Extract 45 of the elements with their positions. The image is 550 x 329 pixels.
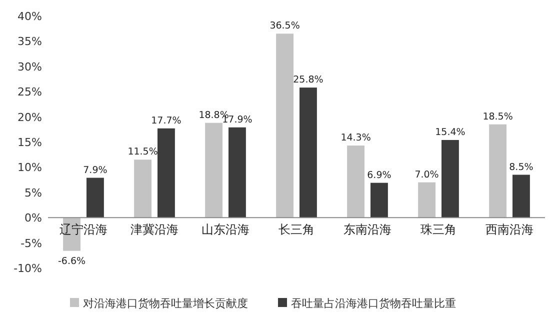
y-tick-label: 35%	[18, 35, 42, 48]
bar	[158, 128, 175, 218]
bar	[276, 34, 294, 218]
bar	[228, 127, 246, 218]
x-tick-label: 辽宁沿海	[60, 222, 108, 237]
data-label: 18.5%	[482, 111, 513, 122]
y-tick-label: 15%	[18, 136, 42, 149]
y-tick-label: 0%	[24, 212, 42, 225]
data-label: 14.3%	[340, 132, 371, 144]
bar	[512, 174, 530, 218]
x-tick-label: 东南沿海	[344, 222, 392, 237]
data-label: 17.7%	[151, 115, 182, 126]
data-label: 7.9%	[83, 164, 108, 176]
bar	[418, 182, 436, 218]
y-tick-label: -10%	[14, 262, 42, 275]
bar	[442, 140, 459, 218]
data-label: 8.5%	[509, 162, 534, 173]
y-tick-label: 25%	[18, 86, 42, 99]
data-label: 15.4%	[435, 126, 466, 138]
bar	[370, 182, 388, 218]
data-label: 36.5%	[270, 20, 300, 32]
bar	[489, 124, 506, 218]
y-tick-label: -5%	[20, 236, 42, 250]
bar	[134, 160, 152, 218]
y-tick-label: 10%	[18, 161, 42, 174]
data-label: -6.6%	[58, 256, 86, 267]
y-tick-label: 5%	[24, 186, 42, 200]
bar	[205, 122, 222, 218]
x-tick-label: 西南沿海	[486, 222, 534, 237]
x-tick-label: 津冀沿海	[130, 222, 178, 237]
legend-label: 对沿海港口货物吞吐量增长贡献度	[83, 297, 248, 310]
x-tick-label: 山东沿海	[202, 222, 250, 237]
bar	[86, 178, 104, 218]
x-tick-label: 长三角	[278, 222, 314, 237]
data-label: 25.8%	[293, 74, 324, 86]
y-tick-label: 40%	[18, 10, 42, 23]
y-tick-label: 30%	[18, 60, 42, 74]
bar	[300, 88, 317, 218]
data-label: 11.5%	[128, 146, 158, 158]
data-label: 6.9%	[367, 170, 392, 181]
y-tick-label: 20%	[18, 110, 42, 124]
bar	[347, 146, 364, 218]
x-tick-label: 珠三角	[420, 222, 456, 237]
data-label: 7.0%	[414, 169, 439, 180]
legend-label: 吞吐量占沿海港口货物吞吐量比重	[291, 297, 456, 310]
